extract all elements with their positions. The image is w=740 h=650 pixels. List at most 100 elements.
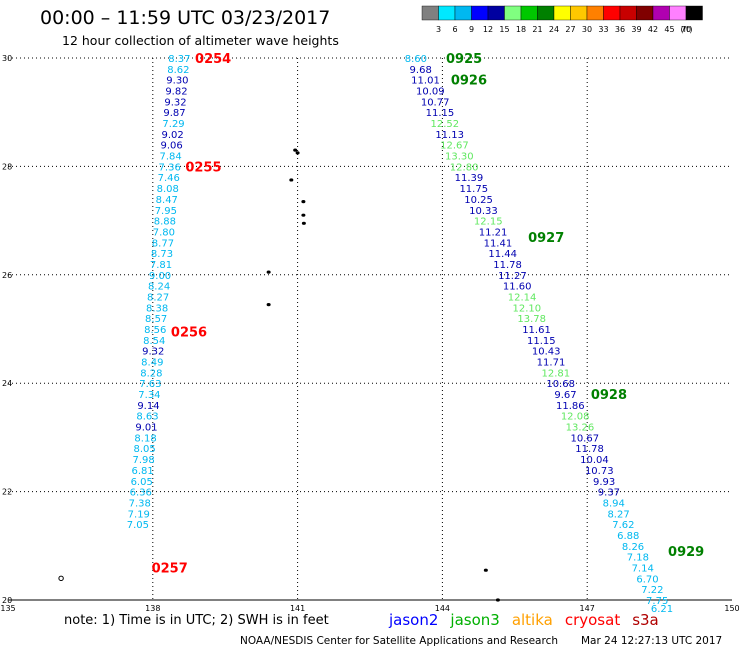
wave-height-value: 8.49 xyxy=(141,358,163,369)
wave-height-value: 11.21 xyxy=(479,227,508,238)
wave-height-value: 8.77 xyxy=(152,238,174,249)
pass-time-label: 0927 xyxy=(528,231,564,246)
wave-height-value: 13.78 xyxy=(517,314,546,325)
location-marker xyxy=(58,575,64,582)
wave-height-value: 7.98 xyxy=(132,455,154,466)
wave-height-value: 6.81 xyxy=(132,466,154,477)
pass-time-label: 0926 xyxy=(451,74,487,89)
wave-height-value: 11.60 xyxy=(503,282,532,293)
legend-label: 15 xyxy=(499,25,509,34)
legend-swatch xyxy=(652,5,670,21)
legend-label: 30 xyxy=(582,25,592,34)
legend-label: 12 xyxy=(483,25,493,34)
wave-height-value: 11.71 xyxy=(537,358,566,369)
wave-height-value: 9.30 xyxy=(166,76,188,87)
wave-height-value: 9.32 xyxy=(142,347,164,358)
wave-height-value: 9.93 xyxy=(593,477,615,488)
wave-height-value: 11.86 xyxy=(556,401,585,412)
wave-height-value: 11.78 xyxy=(493,260,522,271)
lat-tick-label: 30 xyxy=(2,54,12,63)
legend-swatch xyxy=(438,5,456,21)
wave-height-value: 11.27 xyxy=(498,271,527,282)
wave-height-value: 9.37 xyxy=(598,488,620,499)
track-west: 8.378.629.309.829.329.877.299.029.067.84… xyxy=(127,54,191,531)
legend-swatch xyxy=(537,5,555,21)
track-east: 8.609.6811.0110.0910.7711.1512.5211.1312… xyxy=(405,54,673,615)
wave-height-value: 13.30 xyxy=(445,152,474,163)
lon-tick-label: 150 xyxy=(724,604,739,613)
legend-label: 70 xyxy=(681,25,691,34)
wave-height-value: 7.14 xyxy=(632,563,654,574)
legend-swatch xyxy=(570,5,588,21)
wave-height-value: 8.08 xyxy=(157,184,179,195)
wave-height-value: 8.62 xyxy=(167,65,189,76)
wave-height-value: 10.73 xyxy=(585,466,614,477)
wave-height-value: 8.56 xyxy=(144,325,166,336)
wave-height-value: 10.25 xyxy=(464,195,493,206)
wave-height-value: 6.70 xyxy=(636,574,658,585)
lon-tick-label: 144 xyxy=(435,604,450,613)
island-dot xyxy=(301,221,306,225)
legend-label: 36 xyxy=(615,25,625,34)
pass-time-label: 0255 xyxy=(185,160,221,175)
island-dot xyxy=(289,178,294,182)
wave-height-value: 7.62 xyxy=(612,520,634,531)
wave-height-value: 12.15 xyxy=(474,217,503,228)
legend-swatch xyxy=(619,5,637,21)
wave-height-value: 7.29 xyxy=(162,119,184,130)
legend-label: 9 xyxy=(469,25,474,34)
wave-height-value: 11.39 xyxy=(455,173,484,184)
wave-height-value: 7.22 xyxy=(641,585,663,596)
wave-height-value: 9.82 xyxy=(165,87,187,98)
wave-height-value: 7.46 xyxy=(158,173,180,184)
lat-lon-grid xyxy=(8,57,732,601)
legend-label: 21 xyxy=(532,25,542,34)
wave-height-value: 8.37 xyxy=(168,54,190,65)
wave-height-value: 11.15 xyxy=(527,336,556,347)
wave-height-value: 8.73 xyxy=(151,249,173,260)
lat-tick-label: 28 xyxy=(2,162,12,171)
wave-height-value: 12.10 xyxy=(513,303,542,314)
wave-height-value: 9.32 xyxy=(164,97,186,108)
legend-unit: (ft) xyxy=(680,25,692,34)
island-markers xyxy=(58,148,500,602)
wave-height-value: 10.33 xyxy=(469,206,498,217)
wave-height-value: 9.87 xyxy=(163,108,185,119)
pass-time-label: 0929 xyxy=(668,545,704,560)
island-dot xyxy=(266,270,271,274)
legend-swatch xyxy=(586,5,604,21)
wave-height-value: 7.80 xyxy=(153,227,175,238)
wave-height-value: 11.61 xyxy=(522,325,551,336)
legend-label: 45 xyxy=(664,25,674,34)
wave-height-value: 7.84 xyxy=(160,152,182,163)
wave-height-value: 6.05 xyxy=(131,477,153,488)
lat-tick-label: 26 xyxy=(2,271,12,280)
legend-label: 18 xyxy=(516,25,526,34)
wave-height-value: 6.36 xyxy=(130,488,152,499)
wave-height-value: 8.05 xyxy=(133,444,155,455)
wave-height-value: 7.75 xyxy=(646,596,668,607)
legend-swatch xyxy=(636,5,654,21)
wave-height-value: 11.15 xyxy=(426,108,455,119)
legend-swatch xyxy=(603,5,621,21)
wave-height-value: 8.27 xyxy=(607,509,629,520)
lat-tick-label: 24 xyxy=(2,379,12,388)
mission-label: s3a xyxy=(632,611,659,629)
footer-credit: NOAA/NESDIS Center for Satellite Applica… xyxy=(240,635,558,647)
wave-height-value: 7.38 xyxy=(129,498,151,509)
wave-height-value: 11.13 xyxy=(435,130,464,141)
lat-tick-label: 22 xyxy=(2,488,12,497)
legend-label: 24 xyxy=(549,25,559,34)
wave-height-value: 7.36 xyxy=(159,162,181,173)
wave-height-value: 7.95 xyxy=(155,206,177,217)
wave-height-value: 8.94 xyxy=(603,498,625,509)
wave-height-value: 12.81 xyxy=(542,368,571,379)
legend-swatch xyxy=(669,5,687,21)
legend-swatch xyxy=(421,5,439,21)
legend-label: 33 xyxy=(598,25,608,34)
wave-height-value: 8.60 xyxy=(405,54,427,65)
wave-height-value: 11.41 xyxy=(484,238,513,249)
lon-tick-label: 135 xyxy=(0,604,15,613)
mission-label: altika xyxy=(512,611,553,629)
